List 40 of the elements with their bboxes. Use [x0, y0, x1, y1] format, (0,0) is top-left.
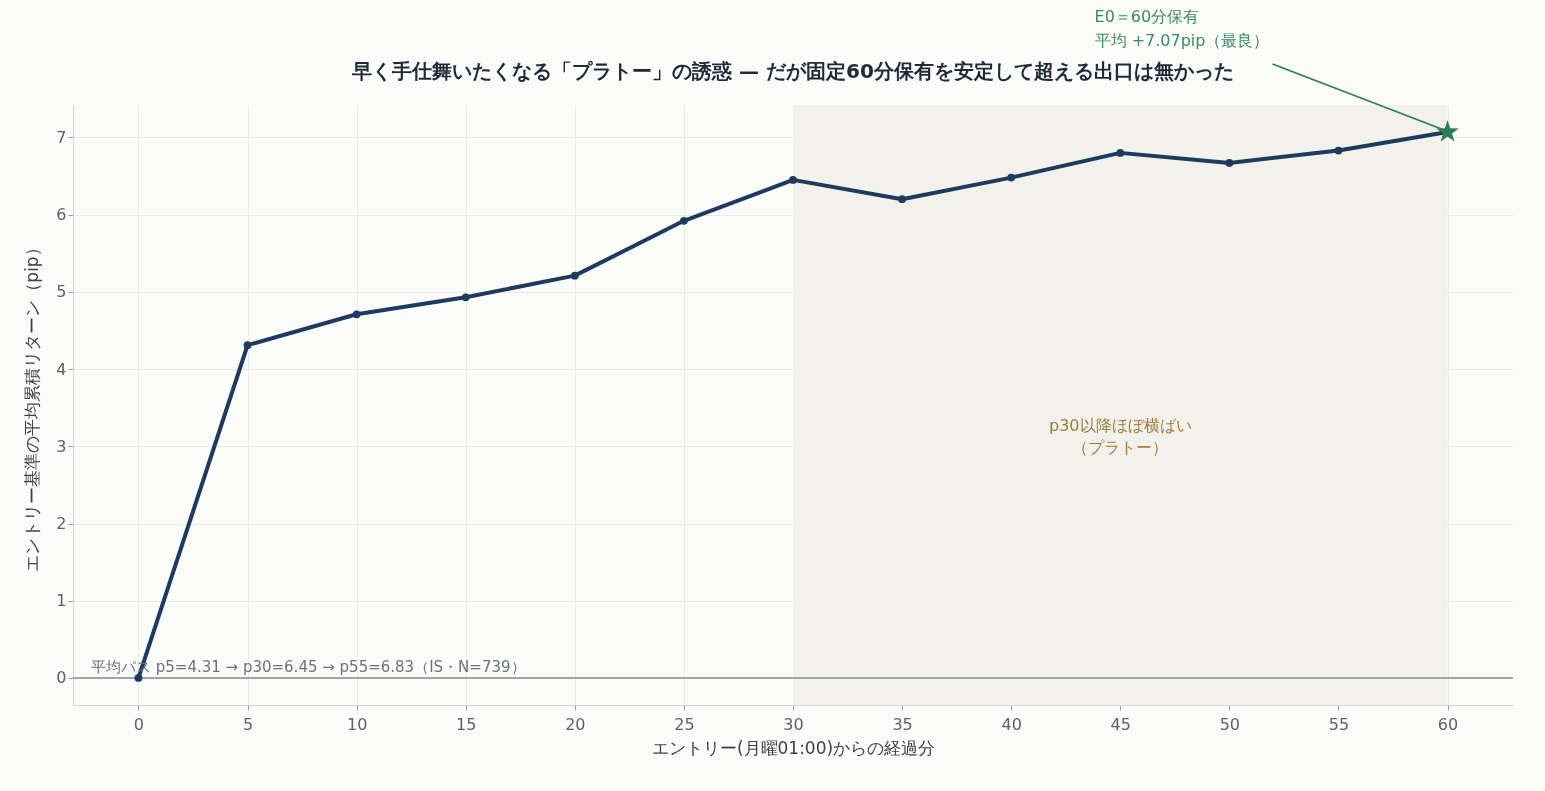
- x-tick-label: 10: [346, 714, 368, 734]
- x-tick-label: 20: [565, 714, 586, 734]
- x-tick-label: 0: [133, 714, 145, 734]
- chart-title: 早く手仕舞いたくなる「プラトー」の誘惑 — だが固定60分保有を安定して超える出口は無かった: [351, 59, 1234, 83]
- y-tick-label: 4: [56, 359, 67, 379]
- x-tick-label: 45: [1110, 714, 1131, 734]
- point: [680, 216, 688, 225]
- x-tick-label: 35: [892, 714, 913, 734]
- point: [134, 674, 143, 682]
- y-tick-label: 3: [56, 436, 67, 456]
- point: [461, 293, 470, 302]
- point: [1225, 159, 1234, 167]
- point: [352, 310, 361, 319]
- point: [1007, 173, 1016, 182]
- y-tick-label: 1: [56, 591, 67, 611]
- x-tick-label: 40: [1001, 714, 1022, 734]
- x-tick-label: 5: [242, 714, 254, 734]
- point: [789, 176, 797, 184]
- y-tick-label: 0: [56, 668, 67, 688]
- text: E0＝60分保有: [1094, 7, 1200, 27]
- x-tick-label: 55: [1328, 714, 1350, 734]
- annotation: 平均 +7.07pip（最良）: [1094, 31, 1270, 51]
- band-label: p30以降ほぼ横ばい（プラトー）: [1049, 416, 1192, 457]
- x-tick-label: 25: [674, 714, 695, 734]
- y-axis-title: エントリー基準の平均累積リターン（pip）: [22, 239, 43, 572]
- point: [1116, 149, 1125, 157]
- x-axis-title: エントリー(月曜01:00)からの経過分: [651, 737, 936, 758]
- y-tick-label: 2: [56, 514, 67, 534]
- point: [898, 195, 906, 204]
- point: [570, 271, 579, 280]
- x-tick-label: 60: [1437, 714, 1459, 734]
- y-tick-label: 6: [56, 205, 67, 225]
- x-tick-label: 50: [1219, 714, 1241, 734]
- point: [1334, 146, 1343, 155]
- y-tick-label: 5: [56, 282, 67, 302]
- point: [243, 341, 252, 350]
- y-tick-label: 7: [56, 127, 67, 147]
- x-tick-label: 30: [783, 714, 804, 734]
- x-tick-label: 15: [456, 714, 477, 734]
- point: [1436, 120, 1459, 142]
